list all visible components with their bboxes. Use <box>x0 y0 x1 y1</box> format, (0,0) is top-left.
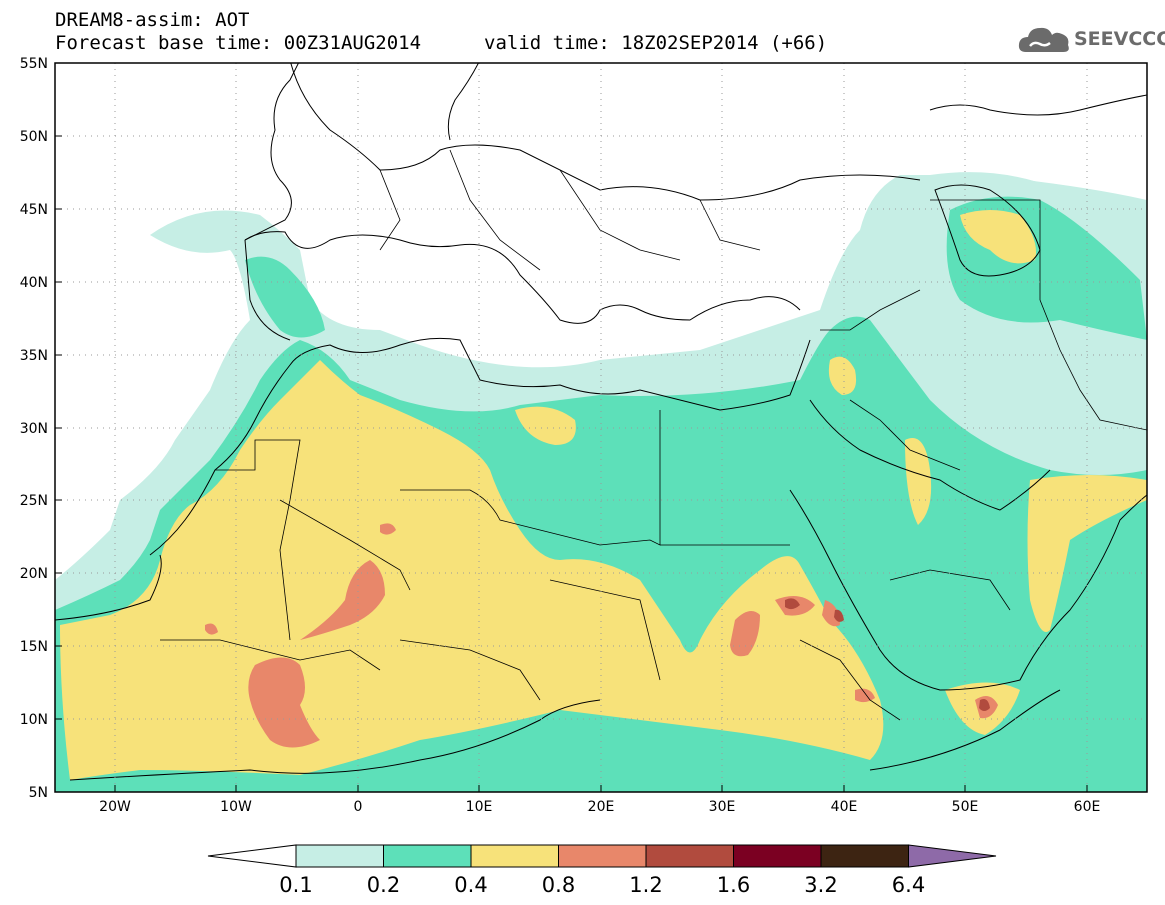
cloud-logo-icon <box>1018 27 1069 52</box>
lat-label: 50N <box>20 129 48 145</box>
colorbar-swatch-low <box>207 844 297 868</box>
lat-label: 20N <box>20 566 48 582</box>
colorbar-swatch <box>470 844 559 868</box>
colorbar-swatch <box>733 844 822 868</box>
coastlines <box>55 63 1147 781</box>
colorbar-swatch-high <box>908 844 997 868</box>
aot-contour-1.2 <box>785 598 800 610</box>
colorbar-label: 0.8 <box>542 873 575 897</box>
lat-label: 55N <box>20 56 48 72</box>
country-borders <box>160 149 1147 721</box>
colorbar-label: 1.2 <box>629 873 662 897</box>
lat-label: 10N <box>20 712 48 728</box>
axis-ticks <box>55 62 1088 792</box>
lon-label: 20E <box>588 799 615 815</box>
lat-label: 5N <box>29 785 48 801</box>
lon-label: 10W <box>220 799 252 815</box>
lat-label: 30N <box>20 421 48 437</box>
lon-label: 10E <box>466 799 493 815</box>
colorbar-label: 0.4 <box>454 873 487 897</box>
lat-label: 15N <box>20 639 48 655</box>
colorbar-swatch <box>558 844 647 868</box>
colorbar-swatch <box>383 844 472 868</box>
lon-label: 20W <box>99 799 131 815</box>
lat-label: 35N <box>20 348 48 364</box>
longitude-labels: 20W 10W 0 10E 20E 30E 40E 50E 60E <box>99 799 1100 815</box>
colorbar-label: 6.4 <box>892 873 925 897</box>
colorbar-swatch <box>820 844 909 868</box>
logo-text: SEEVCCC <box>1074 28 1165 50</box>
aot-contour-0.8 <box>300 560 385 640</box>
lon-label: 60E <box>1074 799 1101 815</box>
colorbar-label: 1.6 <box>717 873 750 897</box>
colorbar-label: 0.1 <box>279 873 312 897</box>
forecast-base-time: Forecast base time: 00Z31AUG2014 <box>55 32 422 54</box>
colorbar-label: 3.2 <box>804 873 837 897</box>
valid-time: valid time: 18Z02SEP2014 (+66) <box>484 32 828 54</box>
colorbar <box>207 844 997 868</box>
lat-label: 25N <box>20 493 48 509</box>
lon-label: 40E <box>831 799 858 815</box>
lon-label: 0 <box>354 799 363 815</box>
latitude-labels: 55N 50N 45N 40N 35N 30N 25N 20N 15N 10N … <box>20 56 48 801</box>
lat-label: 45N <box>20 202 48 218</box>
colorbar-labels: 0.1 0.2 0.4 0.8 1.2 1.6 3.2 6.4 <box>279 873 925 897</box>
graticule <box>55 63 1147 792</box>
lon-label: 30E <box>709 799 736 815</box>
map-title: DREAM8-assim: AOT <box>55 9 250 31</box>
lon-label: 50E <box>952 799 979 815</box>
lat-label: 40N <box>20 275 48 291</box>
colorbar-swatch <box>645 844 734 868</box>
colorbar-label: 0.2 <box>367 873 400 897</box>
colorbar-swatch <box>295 844 384 868</box>
seevccc-logo: SEEVCCC <box>1018 22 1165 58</box>
